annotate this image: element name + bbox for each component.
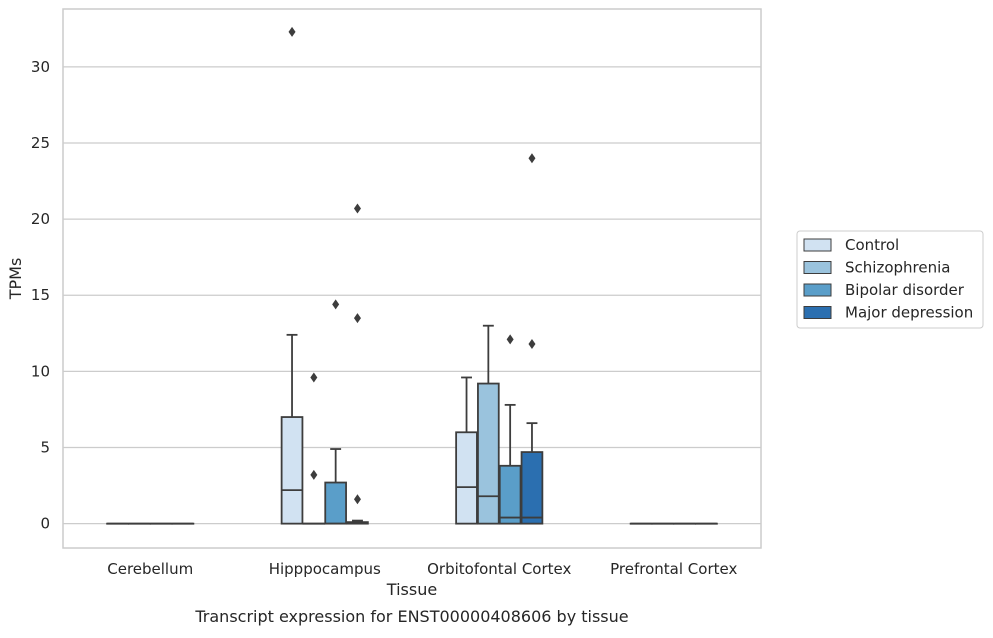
box-control [456, 377, 477, 523]
y-tick-label-30: 30 [31, 58, 50, 76]
outlier-point [310, 470, 317, 480]
box-body [325, 483, 346, 524]
outlier-point [289, 27, 296, 37]
box-schizophrenia [478, 326, 499, 524]
box-body [500, 466, 521, 524]
box-body [456, 432, 477, 523]
box-body [522, 452, 543, 524]
y-tick-labels: 0 5 10 15 20 25 30 [31, 58, 50, 533]
x-tick-label: Cerebellum [107, 560, 193, 578]
box-bipolar-disorder [500, 334, 521, 523]
boxes-layer [107, 27, 717, 524]
outlier-point [310, 372, 317, 382]
outlier-point [528, 339, 535, 349]
chart-caption: Transcript expression for ENST0000040860… [194, 607, 628, 626]
x-tick-label: Prefrontal Cortex [610, 560, 737, 578]
y-tick-label-20: 20 [31, 210, 50, 228]
legend-swatch [804, 284, 831, 296]
y-tick-label-5: 5 [40, 439, 50, 457]
x-tick-label: Orbitofontal Cortex [427, 560, 571, 578]
box-body [478, 384, 499, 524]
y-tick-label-25: 25 [31, 134, 50, 152]
box-body [282, 417, 303, 524]
y-tick-label-0: 0 [40, 515, 50, 533]
legend: Control Schizophrenia Bipolar disorder Majo… [797, 231, 983, 328]
legend-swatch [804, 307, 831, 319]
outlier-point [354, 494, 361, 504]
x-tick-label: Hipppocampus [269, 560, 381, 578]
x-tick-labels: Cerebellum Hipppocampus Orbitofontal Corte… [107, 560, 737, 578]
y-axis-label: TPMs [6, 258, 25, 301]
box-control [282, 27, 303, 524]
legend-label: Bipolar disorder [845, 281, 965, 299]
box-bipolar-disorder [325, 299, 346, 523]
plot-frame [63, 9, 761, 548]
outlier-point [354, 203, 361, 213]
y-tick-label-15: 15 [31, 286, 50, 304]
outlier-point [507, 334, 514, 344]
legend-swatch [804, 262, 831, 274]
x-axis-label: Tissue [386, 580, 437, 599]
y-tick-label-10: 10 [31, 362, 50, 380]
box-major-depression [347, 203, 368, 523]
outlier-point [354, 313, 361, 323]
legend-label: Major depression [845, 304, 973, 322]
outlier-point [332, 299, 339, 309]
outlier-point [528, 153, 535, 163]
gridlines [63, 67, 761, 524]
legend-label: Schizophrenia [845, 259, 950, 277]
legend-swatch [804, 239, 831, 251]
box-major-depression [522, 153, 543, 523]
legend-label: Control [845, 236, 899, 254]
